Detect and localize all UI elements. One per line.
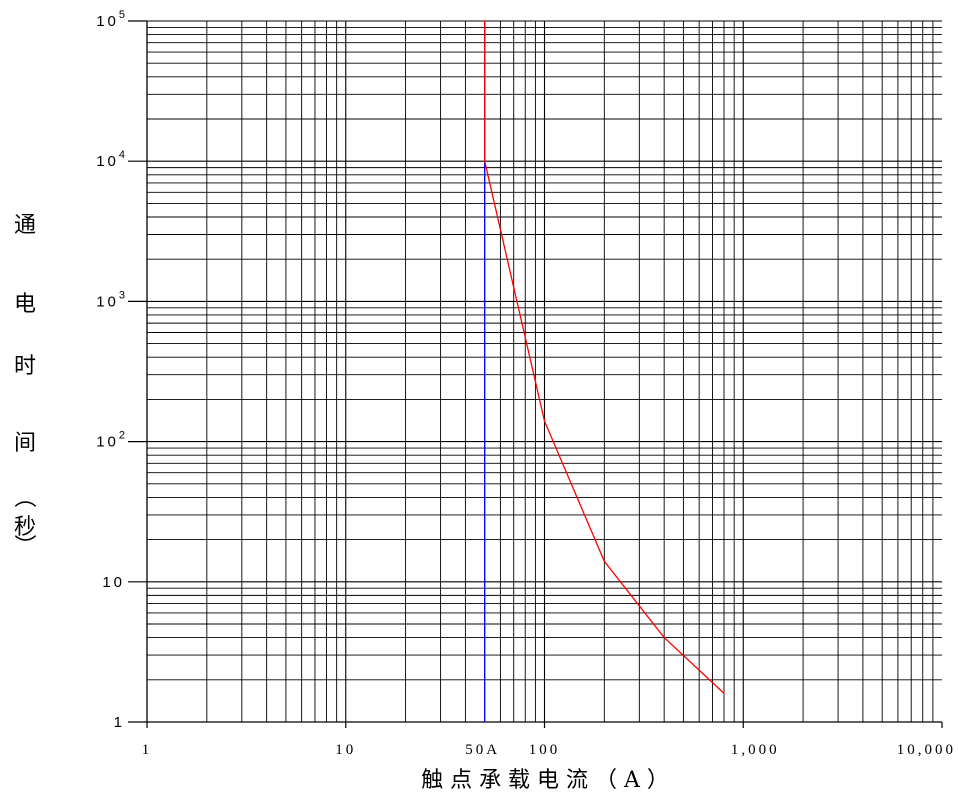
y-tick-label: 105	[96, 9, 125, 30]
tick-labels: 1 10 102 103 104 105 1 10 100 1,000 10,000 50A	[96, 9, 956, 758]
y-tick-label: 102	[96, 430, 125, 451]
y-axis-title-char: 电	[14, 292, 36, 317]
x-tick-label: 1	[142, 742, 153, 758]
series-point	[663, 636, 665, 639]
series-point	[543, 420, 546, 422]
x-tick-label: 10	[335, 742, 356, 758]
y-tick-label: 104	[96, 149, 125, 170]
x-axis-title: 触 点 承 载 电 流 （ A ）	[421, 768, 669, 793]
grid-lines	[147, 20, 942, 722]
y-axis-title-char: 间	[14, 431, 36, 456]
y-axis-title-char: 时	[14, 354, 36, 379]
series-line	[484, 21, 725, 694]
y-tick-label: 103	[96, 289, 125, 310]
tick-marks	[128, 20, 943, 728]
y-axis-title-char: （	[11, 486, 36, 508]
series-point	[603, 560, 605, 562]
y-tick-label: 1	[114, 714, 125, 731]
y-axis-title-char: 秒	[14, 515, 36, 540]
series-point	[484, 160, 486, 162]
y-axis-title-char: ）	[11, 534, 36, 556]
x-tick-label: 100	[529, 742, 561, 758]
x-annotation-label: 50A	[465, 742, 500, 758]
x-tick-label: 1,000	[731, 742, 780, 758]
y-tick-label: 10	[102, 574, 125, 591]
series-point	[723, 692, 725, 694]
y-axis-title-char: 通	[14, 213, 36, 238]
x-tick-label: 10,000	[897, 742, 956, 758]
series-point	[484, 20, 486, 22]
series-layer	[484, 20, 725, 722]
